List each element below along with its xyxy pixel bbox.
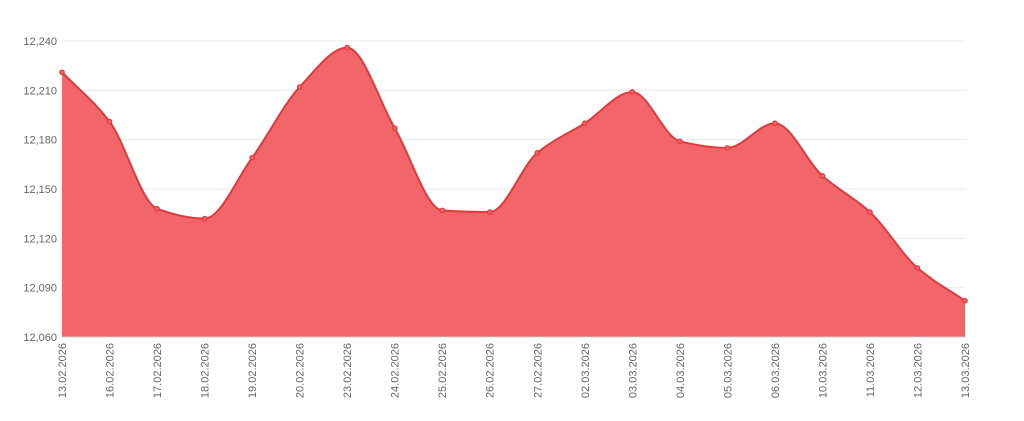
x-tick-label: 19.02.2026 bbox=[247, 343, 259, 398]
data-point bbox=[391, 125, 398, 131]
x-tick-label: 23.02.2026 bbox=[342, 343, 354, 398]
x-tick-label: 02.03.2026 bbox=[580, 343, 592, 398]
x-tick-label: 03.03.2026 bbox=[627, 343, 639, 398]
y-tick-label: 12,090 bbox=[23, 283, 57, 295]
data-point bbox=[724, 145, 731, 151]
y-axis-tick-labels: 12,060 12,090 12,120 12,150 12,180 12,210 12,2… bbox=[23, 36, 57, 344]
x-tick-label: 13.03.2026 bbox=[960, 343, 972, 398]
x-tick-label: 17.02.2026 bbox=[152, 343, 164, 398]
data-point bbox=[962, 298, 968, 304]
x-tick-label: 20.02.2026 bbox=[295, 343, 307, 398]
y-tick-label: 12,180 bbox=[23, 135, 57, 147]
data-point bbox=[439, 207, 446, 214]
data-point bbox=[486, 209, 493, 215]
x-tick-label: 27.02.2026 bbox=[532, 343, 544, 398]
data-point bbox=[534, 150, 541, 156]
x-tick-label: 16.02.2026 bbox=[105, 343, 117, 398]
y-tick-label: 12,210 bbox=[23, 85, 57, 97]
x-tick-label: 13.02.2026 bbox=[57, 343, 69, 398]
x-tick-label: 12.03.2026 bbox=[912, 343, 924, 398]
y-tick-label: 12,120 bbox=[23, 233, 57, 245]
y-tick-label: 12,060 bbox=[23, 332, 57, 344]
x-tick-label: 04.03.2026 bbox=[675, 343, 687, 398]
data-point bbox=[249, 154, 255, 161]
y-tick-label: 12,150 bbox=[23, 184, 57, 196]
data-point bbox=[581, 120, 588, 127]
series-area bbox=[62, 47, 965, 338]
data-point bbox=[867, 209, 873, 215]
data-point bbox=[819, 173, 826, 179]
x-tick-label: 10.03.2026 bbox=[817, 343, 829, 398]
data-points bbox=[59, 44, 968, 304]
x-axis-tick-labels: 13.02.2026 16.02.2026 17.02.2026 18.02.2026… bbox=[57, 343, 972, 398]
data-point bbox=[296, 84, 303, 90]
data-point bbox=[344, 44, 350, 51]
x-tick-label: 05.03.2026 bbox=[722, 343, 734, 398]
data-point bbox=[154, 205, 160, 212]
x-tick-label: 26.02.2026 bbox=[485, 343, 497, 398]
data-point bbox=[677, 138, 683, 145]
data-point bbox=[772, 120, 778, 127]
data-point bbox=[106, 118, 113, 125]
data-point bbox=[914, 265, 921, 271]
y-tick-label: 12,240 bbox=[23, 36, 57, 48]
x-tick-label: 24.02.2026 bbox=[390, 343, 402, 398]
data-point bbox=[629, 89, 636, 95]
x-tick-label: 06.03.2026 bbox=[770, 343, 782, 398]
x-tick-label: 25.02.2026 bbox=[437, 343, 449, 398]
data-point bbox=[201, 215, 208, 222]
x-tick-label: 18.02.2026 bbox=[200, 343, 212, 398]
data-point bbox=[59, 69, 65, 76]
x-tick-label: 11.03.2026 bbox=[865, 343, 877, 397]
